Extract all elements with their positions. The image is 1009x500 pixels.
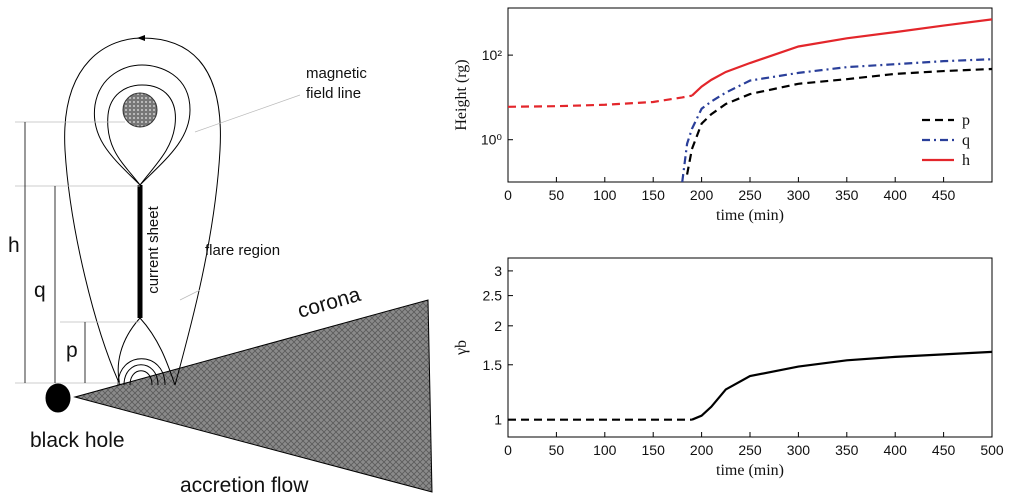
y-tick-label: 1.5	[483, 357, 503, 373]
x-tick-label: 450	[932, 187, 956, 203]
label: p	[66, 339, 78, 362]
x-tick-label: 50	[549, 442, 565, 458]
x-tick-label: 350	[835, 442, 859, 458]
label: flare region	[205, 242, 280, 259]
x-tick-label: 300	[787, 442, 811, 458]
diagram	[15, 35, 433, 493]
loops	[117, 358, 166, 386]
diagram-labels: magnetic field line current sheet flare …	[8, 65, 367, 497]
x-axis-label: time (min)	[716, 207, 784, 224]
y-tick-label: 3	[494, 263, 502, 279]
x-tick-label: 350	[835, 187, 859, 203]
label: corona	[295, 283, 363, 323]
outer-field-line	[64, 37, 221, 386]
dimension-lines	[24, 122, 86, 383]
x-tick-label: 0	[504, 187, 512, 203]
black-hole	[45, 383, 71, 413]
y-axis-label: γb	[453, 340, 470, 356]
guides	[15, 94, 301, 384]
y-axis-label: Height (rg)	[453, 59, 470, 130]
x-tick-label: 150	[642, 442, 666, 458]
x-tick-label: 100	[593, 187, 617, 203]
y-tick-label: 2	[494, 318, 502, 334]
inner-field-line	[107, 84, 176, 186]
legend-label: p	[962, 112, 970, 129]
y-tick-label: 10⁰	[481, 132, 503, 148]
x-tick-label: 150	[642, 187, 666, 203]
y-tick-label: 2.5	[483, 288, 503, 304]
x-tick-label: 0	[504, 442, 512, 458]
label: q	[34, 279, 46, 302]
x-tick-label: 100	[593, 442, 617, 458]
series-line	[508, 94, 693, 108]
y-tick-label: 1	[494, 412, 502, 428]
x-axis-label: time (min)	[716, 462, 784, 479]
accretion-wedge	[73, 299, 433, 493]
x-tick-label: 400	[884, 187, 908, 203]
label: accretion flow	[180, 474, 309, 497]
series-line	[681, 58, 992, 182]
plot-frame	[507, 7, 993, 183]
x-tick-label: 50	[549, 187, 565, 203]
legend-label: h	[962, 152, 970, 169]
series-line	[691, 350, 992, 421]
label: h	[8, 234, 20, 257]
plot-frame	[507, 257, 993, 438]
y-tick-label: 10²	[482, 47, 503, 63]
x-tick-label: 250	[738, 442, 762, 458]
x-tick-label: 200	[690, 187, 714, 203]
x-tick-label: 200	[690, 442, 714, 458]
x-tick-label: 250	[738, 187, 762, 203]
x-tick-label: 300	[787, 187, 811, 203]
label: magnetic	[306, 65, 367, 82]
x-tick-label: 500	[980, 442, 1004, 458]
legend-label: q	[962, 132, 970, 149]
label: current sheet	[145, 205, 162, 293]
x-tick-label: 400	[884, 442, 908, 458]
x-tick-label: 450	[932, 442, 956, 458]
label: field line	[306, 85, 361, 102]
label: black hole	[30, 429, 125, 452]
series-line	[685, 67, 992, 175]
inner-field-line	[93, 64, 191, 186]
series-line	[691, 18, 992, 97]
plasmoid	[122, 92, 158, 128]
